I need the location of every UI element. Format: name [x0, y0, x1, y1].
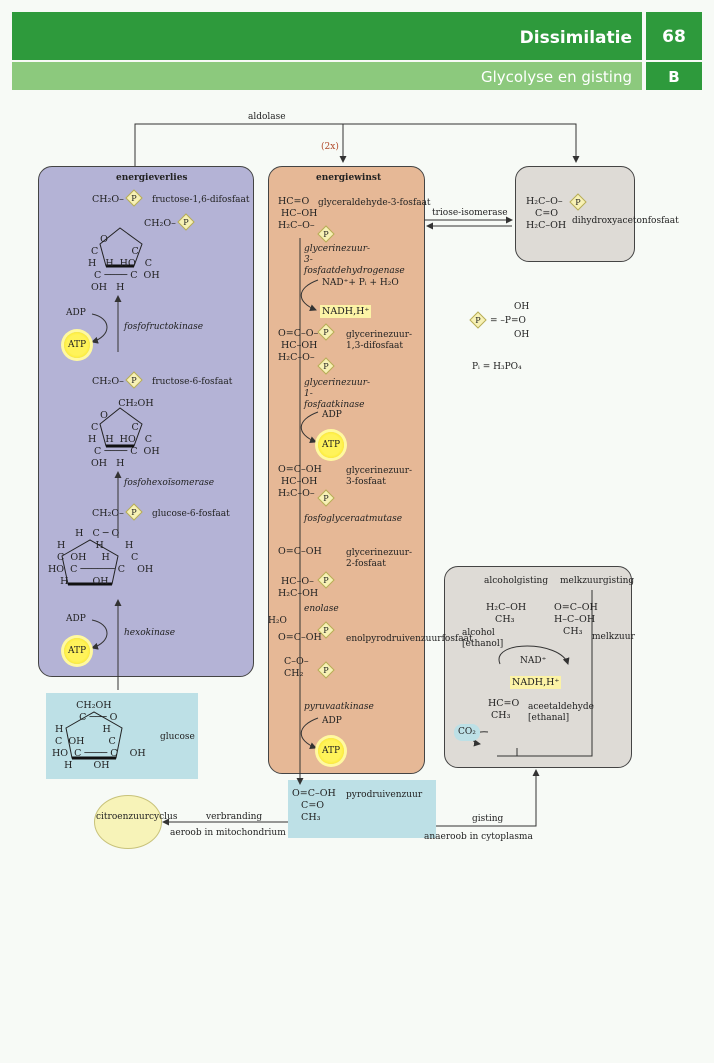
g13-label: glycerinezuur-1,3-difosfaat [346, 330, 413, 351]
dhap-box [515, 166, 635, 262]
subheader-bar [12, 62, 642, 90]
svg-text:P: P [323, 576, 329, 585]
co2-label: CO₂ [454, 724, 480, 741]
enzyme-dehydrogenase-label: glycerinezuur-3-fosfaatdehydrogenase [304, 244, 405, 276]
g3-structure: O=C–OH HC–OH H₂C–O– [278, 464, 322, 499]
glucose6-label: glucose-6-fosfaat [152, 509, 230, 519]
adp-label-2: ADP [66, 614, 86, 624]
citroenzuurcyclus-label: citroenzuurcyclus [96, 812, 178, 822]
glucose-structure: CH₂OH C ─── O H H C OH C HO C ──── C OH … [52, 700, 146, 771]
f6-ch2o: CH₂O– [92, 376, 124, 387]
melkzuurgisting-label: melkzuurgisting [560, 576, 635, 586]
fosfoglyceraatmutase-label: fosfoglyceraatmutase [304, 514, 403, 524]
alcohol-label: alcohol [ethanol] [462, 628, 504, 649]
enolase-label: enolase [304, 604, 339, 614]
g6-ring-atoms: H C ─ O H H H C OH H C HO C ────── C OH … [48, 528, 154, 587]
ethanol-structure: H₂C–OH CH₃ [486, 602, 527, 625]
energiewinst-heading: energiewinst [316, 173, 382, 183]
fosfofructokinase-label: fosfofructokinase [124, 322, 204, 332]
pep-label: enolpyrodruivenzuurfosfaat [346, 634, 473, 644]
atp-mid-badge: ATP [318, 432, 344, 458]
pi-definition: Pᵢ = H₃PO₄ [472, 362, 522, 372]
adp-label-1: ADP [66, 308, 86, 318]
glucose-box [46, 693, 198, 779]
atp-badge-1: ATP [64, 332, 90, 358]
g2-structure: O=C–OH [278, 546, 322, 557]
svg-text:P: P [475, 316, 481, 325]
pyruvaatkinase-label: pyruvaatkinase [304, 702, 374, 712]
twox-label: (2x) [321, 142, 339, 152]
energieverlies-box [38, 166, 254, 677]
nadh-gisting-label: NADH,H⁺ [510, 676, 562, 689]
subheader-bar-right [646, 62, 702, 90]
page-subtitle: Glycolyse en gisting [480, 68, 632, 86]
aldolase-label: aldolase [248, 112, 286, 122]
svg-text:P: P [323, 230, 329, 239]
aceetaldehyde-label: aceetaldehyde [ethanal] [528, 702, 594, 723]
enzyme-kinase1-label: glycerinezuur-1-fosfaatkinase [304, 378, 371, 410]
section-letter: B [668, 68, 680, 86]
f16-ch2o-b: CH₂O– [144, 218, 176, 229]
svg-text:P: P [131, 376, 137, 385]
dhap-label: dihydroxyacetonfosfaat [572, 216, 679, 226]
p-def-oh-bottom: OH [514, 330, 530, 340]
adp-mid2-label: ADP [322, 716, 342, 726]
nad-input-label: NAD⁺+ Pᵢ + H₂O [322, 278, 399, 288]
adp-mid-label: ADP [322, 410, 342, 420]
g3-label: glycerinezuur-3-fosfaat [346, 466, 413, 487]
svg-text:P: P [131, 194, 137, 203]
p-def-oh-top: OH [514, 302, 530, 312]
alcoholgisting-label: alcoholgisting [484, 576, 549, 586]
svg-text:P: P [131, 508, 137, 517]
pyruvate-structure: O=C–OH C=O CH₃ [292, 788, 336, 823]
header-bar-right [646, 12, 702, 60]
g2-structure-b: HC–O– H₂C–OH [278, 576, 319, 599]
energiewinst-box [268, 166, 425, 774]
f16-ch2o: CH₂O– [92, 194, 124, 205]
gisting-label: gisting [472, 814, 504, 824]
pep-structure: O=C–OH C–O– CH₂ [278, 632, 322, 679]
g13-structure: O=C–O– HC–OH H₂C–O– [278, 328, 319, 363]
svg-text:P: P [323, 362, 329, 371]
fosfohexoisomerase-label: fosfohexoïsomerase [124, 478, 215, 488]
aeroob-label: aeroob in mitochondrium [170, 828, 286, 838]
anaeroob-label: anaeroob in cytoplasma [424, 832, 533, 842]
hexokinase-label: hexokinase [124, 628, 176, 638]
svg-text:P: P [323, 328, 329, 337]
dhap-structure: H₂C–O– C=O H₂C–OH [526, 196, 567, 231]
atp-mid2-badge: ATP [318, 738, 344, 764]
fructose6-label: fructose-6-fosfaat [152, 377, 233, 387]
nadh-label: NADH,H⁺ [320, 305, 372, 318]
lactate-structure: O=C–OH H–C–OH CH₃ [554, 602, 598, 637]
fructose16-label: fructose-1,6-difosfaat [152, 195, 250, 205]
svg-text:P: P [575, 198, 581, 207]
page-title: Dissimilatie [519, 28, 632, 48]
f6-ring-atoms: CH₂OH O C C H H HO C C ──── C OH OH H [88, 398, 160, 469]
p-def-middle: = –P=O [490, 316, 526, 326]
svg-text:P: P [323, 666, 329, 675]
verbranding-label: verbranding [206, 812, 263, 822]
chapter-number: 68 [662, 27, 686, 47]
acetaldehyde-structure: HC=O CH₃ [488, 698, 520, 721]
g2-label: glycerinezuur-2-fosfaat [346, 548, 413, 569]
svg-text:P: P [323, 494, 329, 503]
triose-isomerase-label: triose-isomerase [432, 208, 508, 218]
svg-text:P: P [183, 218, 189, 227]
glucose-label: glucose [160, 732, 195, 742]
svg-text:P: P [323, 626, 329, 635]
atp-badge-2: ATP [64, 638, 90, 664]
f16-ring-atoms: O C C H H HO C C ──── C OH OH H [88, 234, 160, 293]
header-bar [12, 12, 642, 60]
g6-ch2o: CH₂O– [92, 508, 124, 519]
g3p-label: glyceraldehyde-3-fosfaat [318, 198, 431, 208]
energieverlies-heading: energieverlies [116, 173, 188, 183]
pyruvate-box [288, 780, 436, 838]
nad-plus-label: NAD⁺ [520, 656, 547, 666]
pyrodruivenzuur-label: pyrodruivenzuur [346, 790, 423, 800]
h2o-label: H₂O [268, 616, 287, 626]
g3p-structure: HC=O HC–OH H₂C–O– [278, 196, 318, 231]
citroenzuurcyclus [94, 795, 162, 849]
melkzuur-label: melkzuur [592, 632, 635, 642]
